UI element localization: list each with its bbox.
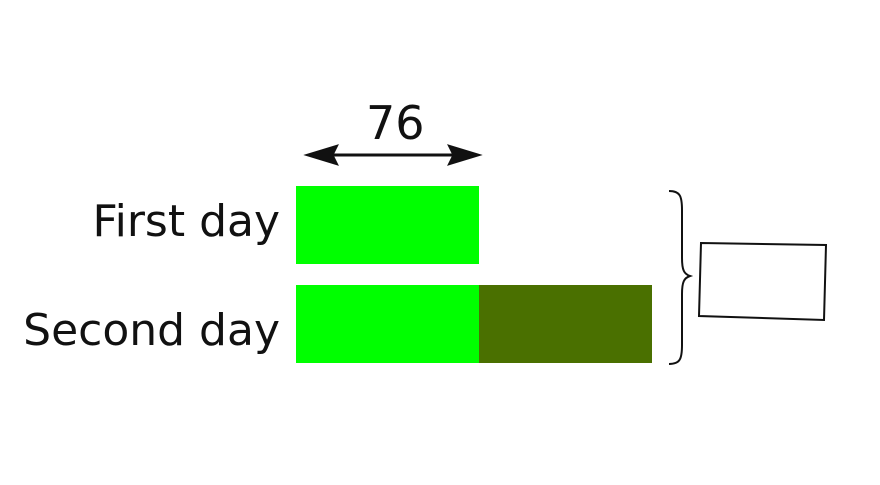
second-day-known-bar — [296, 285, 479, 363]
measure-label: 76 — [366, 96, 425, 150]
row-label-second-day: Second day — [23, 305, 280, 356]
first-day-bar — [296, 186, 479, 264]
right-curly-brace-icon — [668, 190, 694, 365]
second-day-extra-bar — [479, 285, 652, 363]
answer-box[interactable] — [697, 241, 828, 322]
row-label-first-day: First day — [92, 196, 280, 247]
double-headed-arrow-icon — [303, 144, 483, 166]
